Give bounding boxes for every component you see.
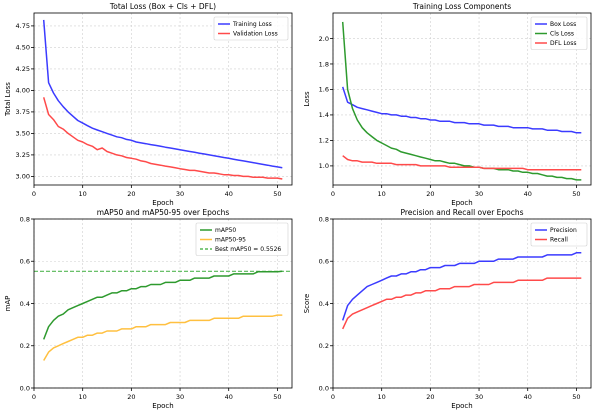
x-tick-label: 40 [225,393,233,401]
x-tick-label: 40 [524,393,532,401]
x-tick-label: 30 [176,190,184,198]
y-tick-label: 1.6 [319,86,329,94]
x-tick-label: 20 [426,190,434,198]
y-tick-label: 4.25 [16,65,30,73]
legend: Box Loss Cls Loss DFL Loss [530,16,588,50]
x-tick-label: 0 [331,190,335,198]
x-tick-label: 50 [273,393,281,401]
x-tick-label: 20 [127,393,135,401]
x-axis-label: Epoch [152,402,173,410]
y-tick-label: 4.75 [16,22,30,30]
legend-label: Box Loss [550,21,576,28]
plot-frame [332,218,592,389]
chart-title: Total Loss (Box + Cls + DFL) [109,2,216,11]
x-tick-label: 40 [225,190,233,198]
y-tick-label: 1.8 [319,60,329,68]
y-tick-label: 1.2 [319,137,329,145]
y-tick-label: 0.0 [319,384,329,392]
y-tick-label: 0.2 [319,342,329,350]
x-tick-label: 10 [378,190,386,198]
y-tick-label: 0.4 [20,300,30,308]
x-tick-label: 20 [127,190,135,198]
y-tick-label: 0.0 [20,384,30,392]
y-tick-label: 0.6 [20,258,30,266]
legend: mAP50 mAP50-95 Best mAP50 = 0.5526 [195,222,289,256]
x-tick-label: 0 [32,190,36,198]
x-tick-label: 40 [524,190,532,198]
series-line-cls-loss [341,21,582,181]
legend-label: Cls Loss [550,31,574,38]
y-tick-label: 4.50 [16,44,30,52]
y-tick-label: 3.75 [16,108,30,116]
x-tick-label: 10 [378,393,386,401]
y-tick-label: 4.00 [16,87,30,95]
series-line-recall [342,277,582,330]
x-tick-label: 0 [32,393,36,401]
x-tick-label: 20 [426,393,434,401]
legend: Precision Recall [530,222,588,247]
chart-title: Training Loss Components [412,2,511,11]
legend-label: Validation Loss [233,31,278,38]
plot-frame [33,12,293,186]
x-axis-label: Epoch [451,199,472,207]
x-tick-label: 0 [331,393,335,401]
series-line-validation-loss [42,97,283,180]
x-axis-label: Epoch [451,402,472,410]
legend-label: Best mAP50 = 0.5526 [215,246,281,253]
x-tick-label: 50 [572,393,580,401]
series-line-map50 [43,270,283,340]
chart-title: Precision and Recall over Epochs [400,208,523,217]
chart-panel-4: 0 10 20 30 40 50 0.0 0.2 0.4 0.6 0.8 Precision and … [303,208,592,410]
series-line-box-loss [341,86,582,134]
y-tick-label: 3.50 [16,130,30,138]
plot-frame [332,12,592,186]
x-tick-label: 10 [79,393,87,401]
x-tick-label: 30 [475,190,483,198]
y-tick-label: 2.0 [319,35,329,43]
legend-box [213,16,289,41]
y-tick-label: 0.8 [20,215,30,223]
plot-frame [33,218,293,389]
y-axis-label: mAP [4,296,12,312]
x-tick-label: 30 [176,393,184,401]
legend-label: mAP50 [215,227,236,234]
y-tick-label: 0.8 [319,215,329,223]
legend-box [530,16,588,50]
x-tick-label: 30 [475,393,483,401]
y-tick-label: 3.00 [16,173,30,181]
x-tick-label: 10 [79,190,87,198]
chart-title: mAP50 and mAP50-95 over Epochs [97,208,230,217]
chart-panel-1: 0 10 20 30 40 50 3.00 3.25 3.50 3.75 4.00 4.25 4.50 4… [4,2,293,207]
legend: Training Loss Validation Loss [213,16,289,41]
y-axis-label: Total Loss [4,82,12,117]
legend-label: Precision [550,227,577,234]
y-tick-label: 0.2 [20,342,30,350]
y-tick-label: 3.25 [16,151,30,159]
legend-label: DFL Loss [550,40,576,47]
legend-label: Recall [550,237,568,244]
series-line-precision [341,252,582,321]
x-tick-label: 50 [572,190,580,198]
legend-label: mAP50-95 [215,237,246,244]
chart-panel-3: 0 10 20 30 40 50 0.0 0.2 0.4 0.6 0.8 mAP50 and mAP5… [4,208,293,410]
y-axis-label: Loss [303,91,311,107]
legend-label: Training Loss [232,21,272,28]
y-tick-label: 1.4 [319,111,329,119]
plot-area [34,13,292,185]
chart-panel-2: 0 10 20 30 40 50 1.0 1.2 1.4 1.6 1.8 2.0 Training Lo… [303,2,592,207]
y-tick-label: 1.0 [319,162,329,170]
x-axis-label: Epoch [152,199,173,207]
series-line-map50-95 [43,314,283,361]
series-line-dfl-loss [342,155,582,171]
series-line-training-loss [42,19,283,169]
x-tick-label: 50 [273,190,281,198]
legend-box [195,222,289,256]
y-axis-label: Score [303,294,311,314]
y-tick-label: 0.6 [319,258,329,266]
y-tick-label: 0.4 [319,300,329,308]
